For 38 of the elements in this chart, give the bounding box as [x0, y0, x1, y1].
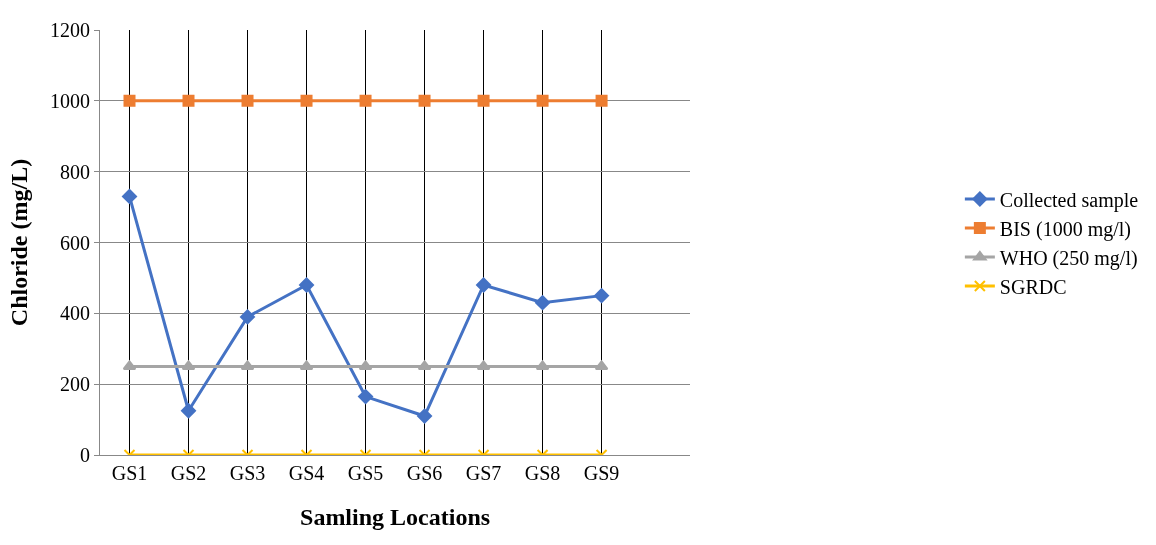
legend-label: SGRDC	[999, 275, 1067, 298]
x-tick-label: GS5	[347, 462, 384, 484]
point	[182, 94, 195, 107]
point	[300, 94, 313, 107]
point	[536, 94, 549, 107]
point	[476, 277, 492, 293]
point	[123, 94, 136, 107]
x-tick-label: GS8	[524, 462, 561, 484]
point	[418, 94, 431, 107]
x-tick-label: GS2	[170, 462, 207, 484]
x-tick-label: GS1	[111, 462, 148, 484]
y-tick-label: 600	[60, 231, 90, 254]
x-tick-label: GS7	[465, 462, 502, 484]
point	[299, 277, 315, 293]
point	[595, 94, 608, 107]
point	[477, 94, 490, 107]
y-tick-label: 200	[60, 373, 90, 396]
point	[241, 94, 254, 107]
legend-label: BIS (1000 mg/l)	[999, 217, 1131, 241]
x-tick-label: GS9	[583, 462, 620, 484]
point	[122, 188, 137, 204]
point	[359, 94, 372, 107]
point	[535, 295, 551, 311]
x-tick-label: GS4	[288, 462, 325, 484]
y-axis-title: Chloride (mg/L)	[6, 158, 33, 327]
y-tick-label: 1200	[50, 19, 90, 41]
x-tick-label: GS3	[229, 462, 266, 484]
y-tick-label: 800	[60, 160, 90, 183]
x-axis-title: Samling Locations	[300, 504, 491, 531]
x-tick-label: GS6	[406, 462, 443, 484]
legend-label: Collected sample	[999, 188, 1139, 212]
y-tick-label: 1000	[50, 89, 90, 112]
point	[594, 288, 610, 304]
point	[417, 408, 433, 424]
point	[240, 309, 256, 325]
legend-label: WHO (250 mg/l)	[999, 246, 1138, 270]
y-tick-label: 400	[60, 302, 90, 325]
y-tick-label: 0	[80, 444, 90, 466]
